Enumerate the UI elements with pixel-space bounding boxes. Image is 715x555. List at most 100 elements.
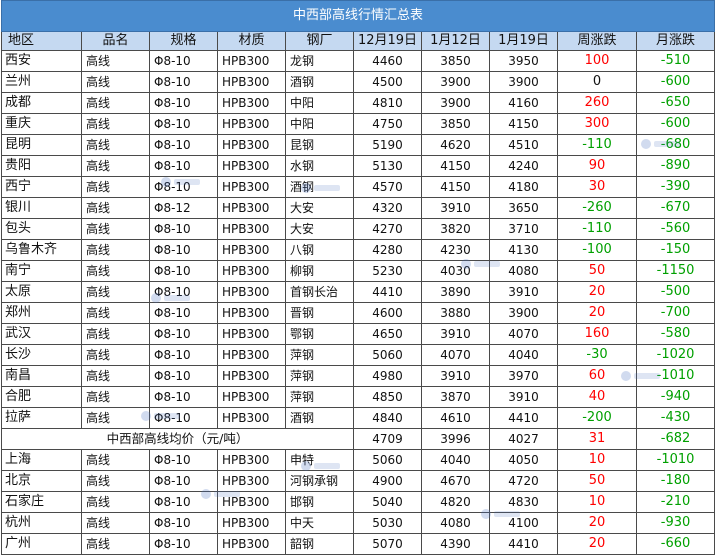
region-cell: 上海 (1, 449, 82, 471)
month-change-cell: -650 (635, 92, 715, 114)
material-cell: HPB300 (217, 386, 286, 408)
header-name: 品名 (81, 31, 150, 51)
price-cell-date2: 3900 (421, 92, 490, 114)
price-cell-date1: 4900 (353, 470, 422, 492)
price-cell-date3: 3910 (489, 281, 558, 303)
mill-cell: 韶钢 (285, 533, 354, 555)
spec-cell: Φ8-10 (149, 407, 218, 429)
material-cell: HPB300 (217, 449, 286, 471)
price-cell-date2: 4820 (421, 491, 490, 513)
week-change-cell: 300 (557, 113, 637, 135)
price-cell-date1: 4980 (353, 365, 422, 387)
header-spec: 规格 (149, 31, 218, 51)
price-cell-date1: 4750 (353, 113, 422, 135)
table-row: 西安 高线 Φ8-10 HPB300 龙钢 4460 3850 3950 100 -510 (1, 50, 715, 72)
price-cell-date1: 4570 (353, 176, 422, 198)
mill-cell: 萍钢 (285, 386, 354, 408)
price-cell-date2: 4080 (421, 512, 490, 534)
region-cell: 包头 (1, 218, 82, 240)
average-row: 中西部高线均价（元/吨） 4709 3996 4027 31 -682 (1, 428, 715, 450)
week-change-cell: -30 (557, 344, 637, 366)
header-mill: 钢厂 (285, 31, 354, 51)
month-change-cell: -210 (635, 491, 715, 513)
material-cell: HPB300 (217, 344, 286, 366)
table-row: 南宁 高线 Φ8-10 HPB300 柳钢 5230 4030 4080 50 -1150 (1, 260, 715, 282)
price-cell-date3: 4100 (489, 512, 558, 534)
product-cell: 高线 (81, 113, 150, 135)
price-cell-date2: 4670 (421, 470, 490, 492)
week-change-cell: 60 (557, 365, 637, 387)
week-change-cell: 50 (557, 260, 637, 282)
table-row: 北京 高线 Φ8-10 HPB300 河钢承钢 4900 4670 4720 50 -180 (1, 470, 715, 492)
region-cell: 武汉 (1, 323, 82, 345)
region-cell: 昆明 (1, 134, 82, 156)
product-cell: 高线 (81, 533, 150, 555)
product-cell: 高线 (81, 302, 150, 324)
price-cell-date3: 3950 (489, 50, 558, 72)
product-cell: 高线 (81, 155, 150, 177)
spec-cell: Φ8-10 (149, 281, 218, 303)
product-cell: 高线 (81, 50, 150, 72)
price-cell-date1: 4460 (353, 50, 422, 72)
week-change-cell: 160 (557, 323, 637, 345)
month-change-cell: -930 (635, 512, 715, 534)
week-change-cell: -100 (557, 239, 637, 261)
price-cell-date2: 4390 (421, 533, 490, 555)
region-cell: 石家庄 (1, 491, 82, 513)
price-cell-date1: 4500 (353, 71, 422, 93)
price-cell-date1: 5230 (353, 260, 422, 282)
product-cell: 高线 (81, 491, 150, 513)
region-cell: 广州 (1, 533, 82, 555)
table-row: 上海 高线 Φ8-10 HPB300 申特 5060 4040 4050 10 -1010 (1, 449, 715, 471)
price-cell-date1: 4600 (353, 302, 422, 324)
price-cell-date3: 4410 (489, 407, 558, 429)
spec-cell: Φ8-10 (149, 512, 218, 534)
price-cell-date1: 5060 (353, 344, 422, 366)
mill-cell: 首钢长治 (285, 281, 354, 303)
table-row: 石家庄 高线 Φ8-10 HPB300 邯钢 5040 4820 4830 10 -210 (1, 491, 715, 513)
table-row: 银川 高线 Φ8-12 HPB300 大安 4320 3910 3650 -260 -670 (1, 197, 715, 219)
header-date3: 1月19日 (489, 31, 558, 51)
price-cell-date1: 4850 (353, 386, 422, 408)
region-cell: 西安 (1, 50, 82, 72)
spec-cell: Φ8-10 (149, 218, 218, 240)
table-row: 郑州 高线 Φ8-10 HPB300 晋钢 4600 3880 3900 20 -700 (1, 302, 715, 324)
month-change-cell: -150 (635, 239, 715, 261)
price-cell-date3: 4050 (489, 449, 558, 471)
price-cell-date3: 4510 (489, 134, 558, 156)
header-date1: 12月19日 (353, 31, 422, 51)
price-cell-date2: 3910 (421, 197, 490, 219)
material-cell: HPB300 (217, 281, 286, 303)
mill-cell: 柳钢 (285, 260, 354, 282)
spec-cell: Φ8-10 (149, 71, 218, 93)
month-change-cell: -1010 (635, 365, 715, 387)
material-cell: HPB300 (217, 533, 286, 555)
price-cell-date2: 3910 (421, 323, 490, 345)
month-change-cell: -600 (635, 71, 715, 93)
region-cell: 长沙 (1, 344, 82, 366)
price-cell-date1: 4650 (353, 323, 422, 345)
price-cell-date2: 3850 (421, 50, 490, 72)
price-cell-date1: 5070 (353, 533, 422, 555)
week-change-cell: 20 (557, 281, 637, 303)
product-cell: 高线 (81, 239, 150, 261)
week-change-cell: -110 (557, 134, 637, 156)
region-cell: 杭州 (1, 512, 82, 534)
table-title: 中西部高线行情汇总表 (0, 0, 715, 32)
price-cell-date3: 4240 (489, 155, 558, 177)
mill-cell: 中阳 (285, 92, 354, 114)
price-cell-date3: 3650 (489, 197, 558, 219)
mill-cell: 中天 (285, 512, 354, 534)
spec-cell: Φ8-10 (149, 134, 218, 156)
region-cell: 银川 (1, 197, 82, 219)
table-row: 合肥 高线 Φ8-10 HPB300 萍钢 4850 3870 3910 40 -940 (1, 386, 715, 408)
product-cell: 高线 (81, 407, 150, 429)
month-change-cell: -580 (635, 323, 715, 345)
month-change-cell: -180 (635, 470, 715, 492)
product-cell: 高线 (81, 386, 150, 408)
price-cell-date2: 4040 (421, 449, 490, 471)
month-change-cell: -670 (635, 197, 715, 219)
region-cell: 贵阳 (1, 155, 82, 177)
week-change-cell: 100 (557, 50, 637, 72)
